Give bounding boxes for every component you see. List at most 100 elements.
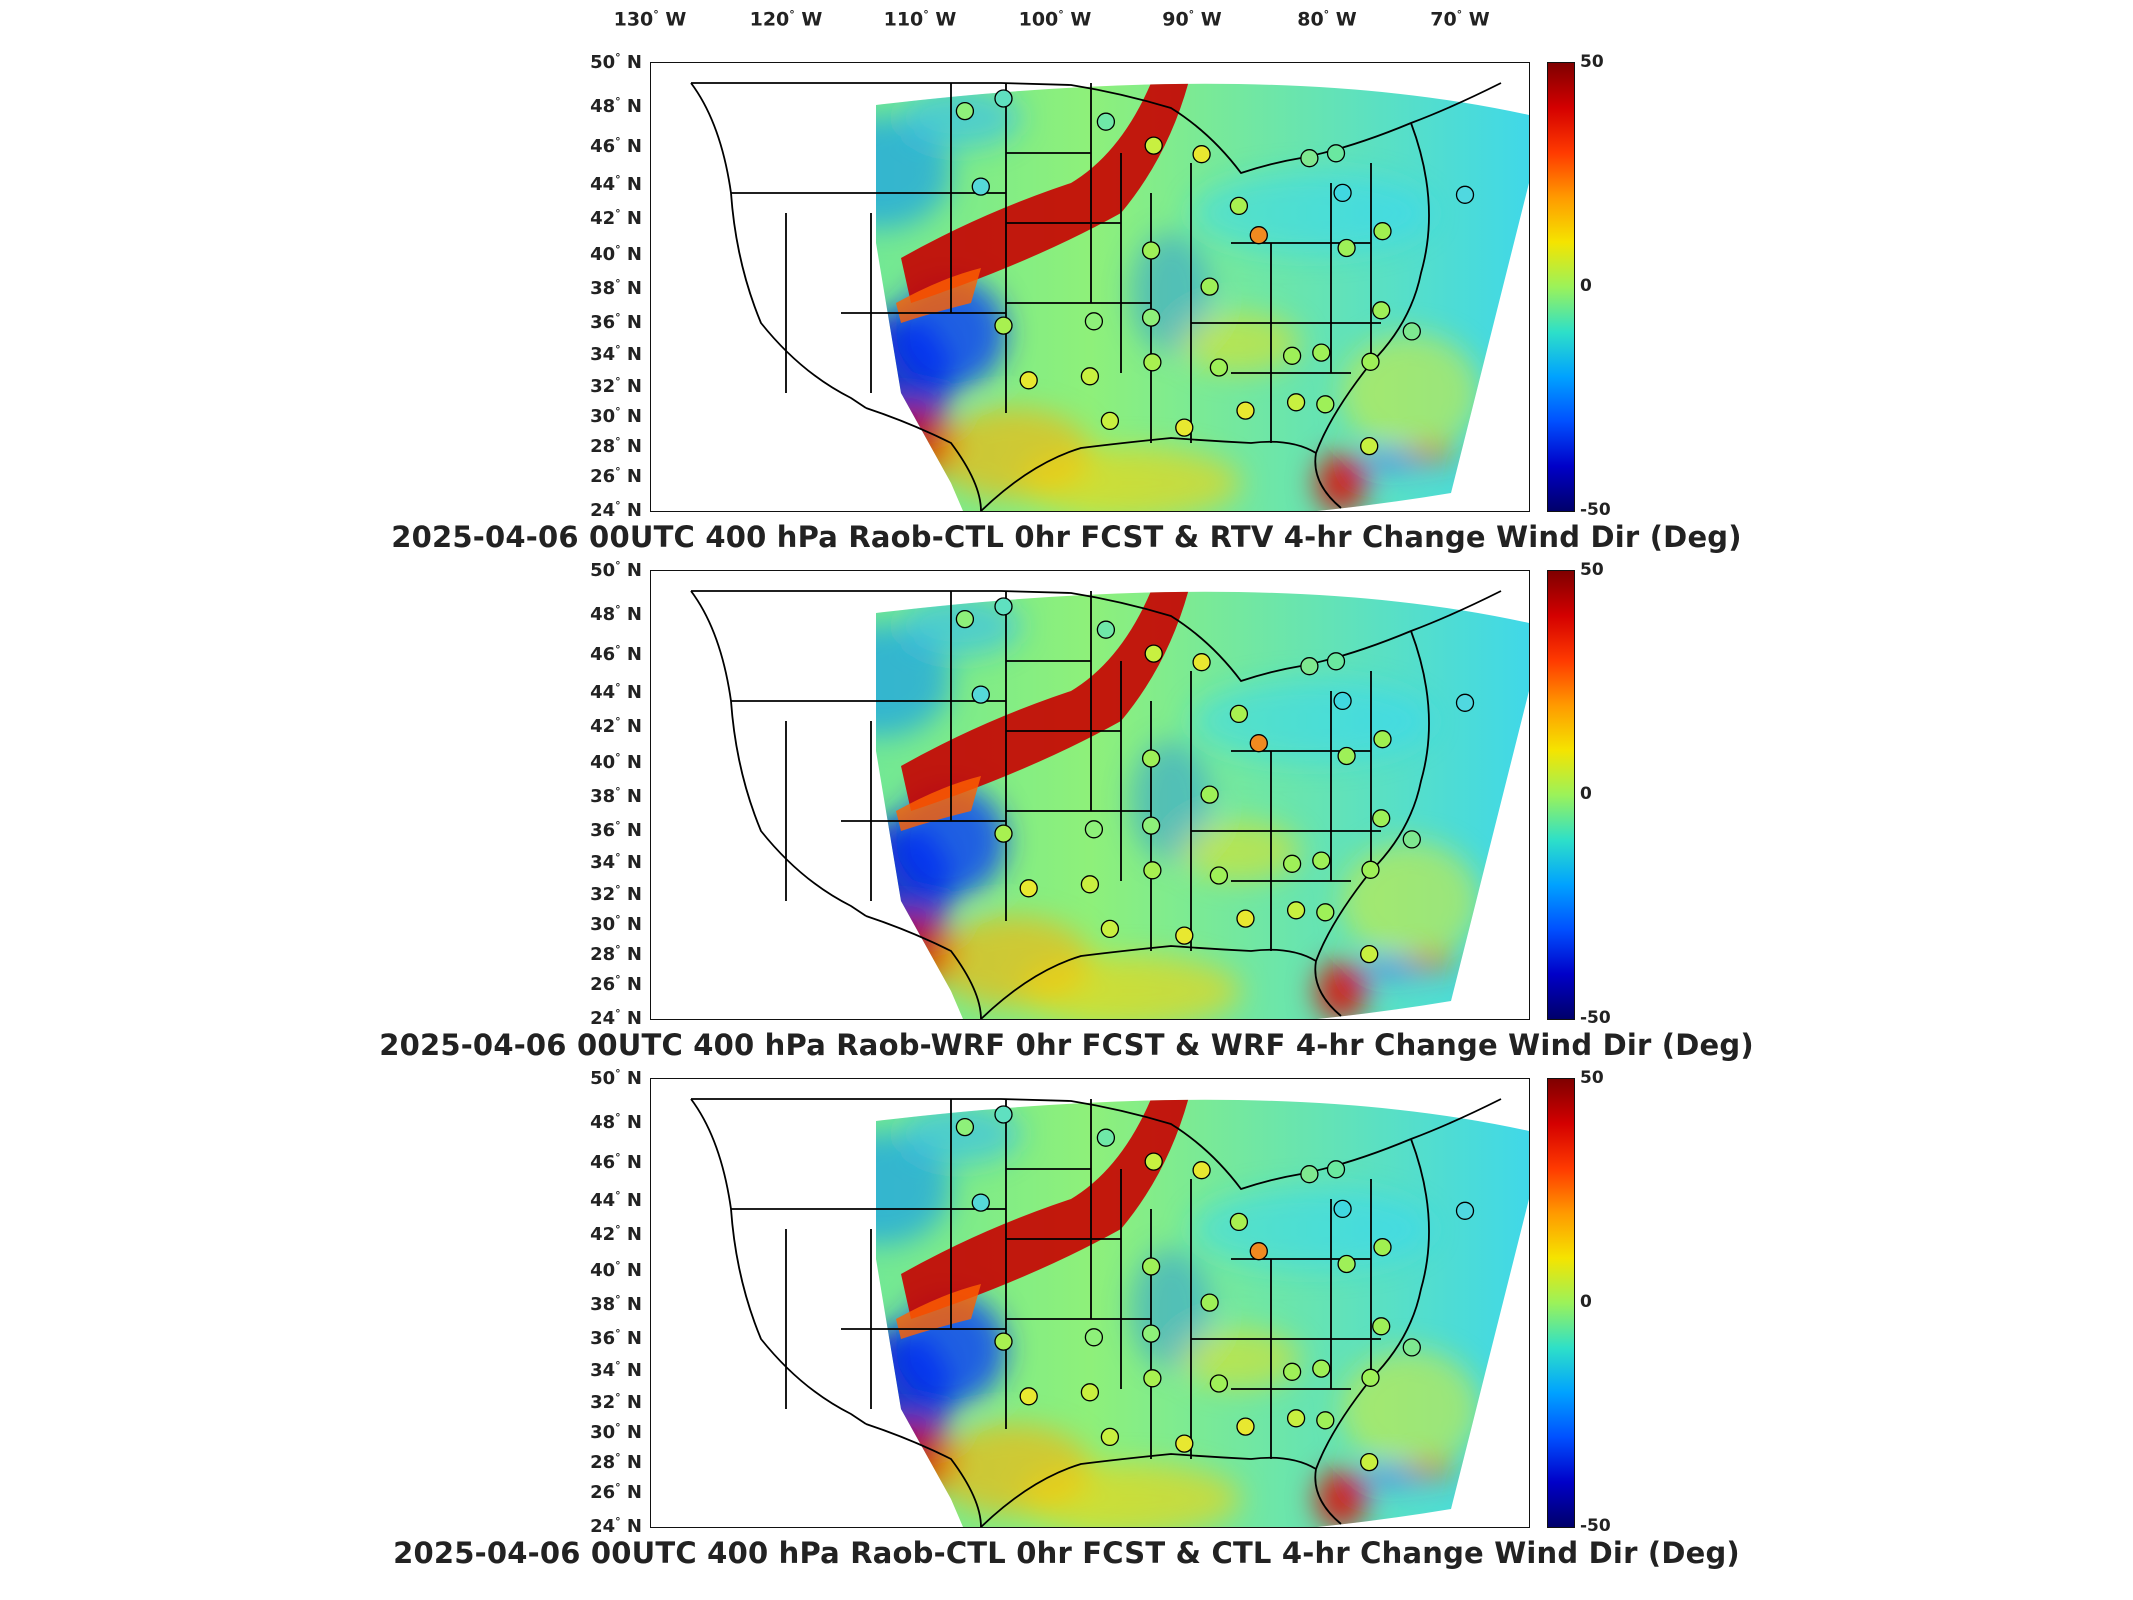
station-marker bbox=[1144, 1152, 1163, 1171]
lat-tick-label: 32° N bbox=[590, 375, 642, 397]
station-marker bbox=[1300, 657, 1319, 676]
station-marker bbox=[1372, 301, 1391, 320]
lat-tick-label: 40° N bbox=[590, 751, 642, 773]
wind-direction-map bbox=[690, 1098, 1529, 1527]
station-marker bbox=[1229, 1212, 1249, 1232]
station-marker bbox=[1402, 830, 1421, 849]
lat-tick-label: 42° N bbox=[590, 715, 642, 737]
lat-tick-label: 48° N bbox=[590, 1111, 642, 1133]
station-marker bbox=[1373, 1238, 1392, 1257]
station-marker bbox=[1100, 411, 1120, 431]
station-marker bbox=[1316, 1411, 1335, 1430]
station-marker bbox=[1200, 785, 1219, 804]
station-marker bbox=[1300, 149, 1319, 168]
latitude-axis: 50° N 48° N 46° N 44° N 42° N 40° N 38° N 36° N… bbox=[560, 1067, 650, 1537]
station-marker bbox=[1209, 866, 1229, 885]
lat-tick-label: 26° N bbox=[590, 465, 642, 487]
model-field bbox=[876, 83, 1529, 511]
station-marker bbox=[1080, 367, 1100, 386]
station-marker bbox=[1373, 222, 1392, 241]
lat-tick-label: 26° N bbox=[590, 973, 642, 995]
station-marker bbox=[1209, 358, 1229, 377]
raob-stations bbox=[955, 89, 1475, 456]
colorbar-tick-min: -50 bbox=[1580, 1008, 1611, 1028]
station-marker bbox=[1229, 704, 1249, 724]
colorbar-tick-max: 50 bbox=[1580, 1068, 1604, 1088]
station-marker bbox=[1200, 1293, 1219, 1312]
station-marker bbox=[994, 1105, 1013, 1124]
station-marker bbox=[1141, 241, 1161, 260]
state-boundaries bbox=[690, 1098, 1502, 1527]
station-marker bbox=[1337, 238, 1356, 258]
station-marker bbox=[1282, 1362, 1302, 1381]
station-marker bbox=[1175, 1434, 1194, 1453]
colorbar-tick-mid: 0 bbox=[1580, 276, 1592, 296]
lat-tick-label: 36° N bbox=[590, 1327, 642, 1349]
station-marker bbox=[1175, 418, 1194, 437]
station-marker bbox=[1316, 395, 1335, 414]
lon-tick-label: 120° W bbox=[749, 8, 823, 31]
lat-tick-label: 26° N bbox=[590, 1481, 642, 1503]
station-marker bbox=[1209, 1374, 1229, 1393]
station-marker bbox=[1192, 1161, 1211, 1180]
model-field bbox=[876, 1099, 1529, 1527]
station-marker bbox=[1175, 926, 1194, 945]
station-marker bbox=[1286, 393, 1306, 412]
lat-tick-label: 48° N bbox=[590, 603, 642, 625]
station-marker bbox=[1402, 1338, 1421, 1357]
station-marker bbox=[1312, 343, 1331, 362]
station-marker bbox=[1192, 145, 1211, 164]
colorbar bbox=[1547, 1078, 1575, 1528]
station-marker bbox=[994, 89, 1013, 108]
lat-tick-label: 36° N bbox=[590, 819, 642, 841]
lat-tick-label: 44° N bbox=[590, 1189, 642, 1211]
station-marker bbox=[1141, 816, 1161, 835]
station-marker bbox=[1192, 653, 1211, 672]
lon-tick-label: 110° W bbox=[883, 8, 957, 31]
lat-tick-label: 24° N bbox=[590, 499, 642, 521]
station-marker bbox=[1143, 1369, 1162, 1388]
raob-stations bbox=[955, 1105, 1475, 1472]
station-marker bbox=[1080, 1383, 1100, 1402]
station-marker bbox=[994, 597, 1013, 616]
station-marker bbox=[1282, 346, 1302, 365]
station-marker bbox=[1326, 1160, 1346, 1179]
lat-tick-label: 24° N bbox=[590, 1515, 642, 1537]
map-plot-area bbox=[650, 570, 1530, 1020]
colorbar-tick-max: 50 bbox=[1580, 52, 1604, 72]
station-marker bbox=[1019, 1387, 1038, 1406]
lat-tick-label: 38° N bbox=[590, 1293, 642, 1315]
station-marker bbox=[1100, 1427, 1120, 1447]
station-marker bbox=[1019, 879, 1038, 898]
lat-tick-label: 48° N bbox=[590, 95, 642, 117]
station-marker bbox=[1084, 1328, 1104, 1347]
panel-title: 2025-04-06 00UTC 400 hPa Raob-WRF 0hr FC… bbox=[379, 1028, 1754, 1062]
lat-tick-label: 40° N bbox=[590, 243, 642, 265]
colorbar bbox=[1547, 570, 1575, 1020]
station-marker bbox=[1144, 136, 1163, 155]
station-marker bbox=[1141, 1324, 1161, 1343]
station-marker bbox=[1236, 909, 1255, 928]
wind-direction-map bbox=[690, 82, 1529, 511]
model-field bbox=[876, 591, 1529, 1019]
station-marker bbox=[1141, 1257, 1161, 1276]
lat-tick-label: 28° N bbox=[590, 943, 642, 965]
station-marker bbox=[1360, 944, 1379, 964]
state-boundaries bbox=[690, 590, 1502, 1019]
lat-tick-label: 46° N bbox=[590, 643, 642, 665]
station-marker bbox=[1084, 820, 1104, 839]
lat-tick-label: 38° N bbox=[590, 277, 642, 299]
lat-tick-label: 28° N bbox=[590, 435, 642, 457]
raob-stations bbox=[955, 597, 1475, 964]
station-marker bbox=[1144, 644, 1163, 663]
station-marker bbox=[1455, 185, 1475, 204]
station-marker bbox=[994, 316, 1013, 335]
station-marker bbox=[1360, 1452, 1379, 1472]
station-marker bbox=[1096, 1128, 1116, 1147]
lat-tick-label: 38° N bbox=[590, 785, 642, 807]
lon-tick-label: 130° W bbox=[613, 8, 687, 31]
station-marker bbox=[955, 101, 975, 121]
station-marker bbox=[1373, 730, 1392, 749]
latitude-axis: 50° N 48° N 46° N 44° N 42° N 40° N 38° N 36° N… bbox=[560, 51, 650, 521]
